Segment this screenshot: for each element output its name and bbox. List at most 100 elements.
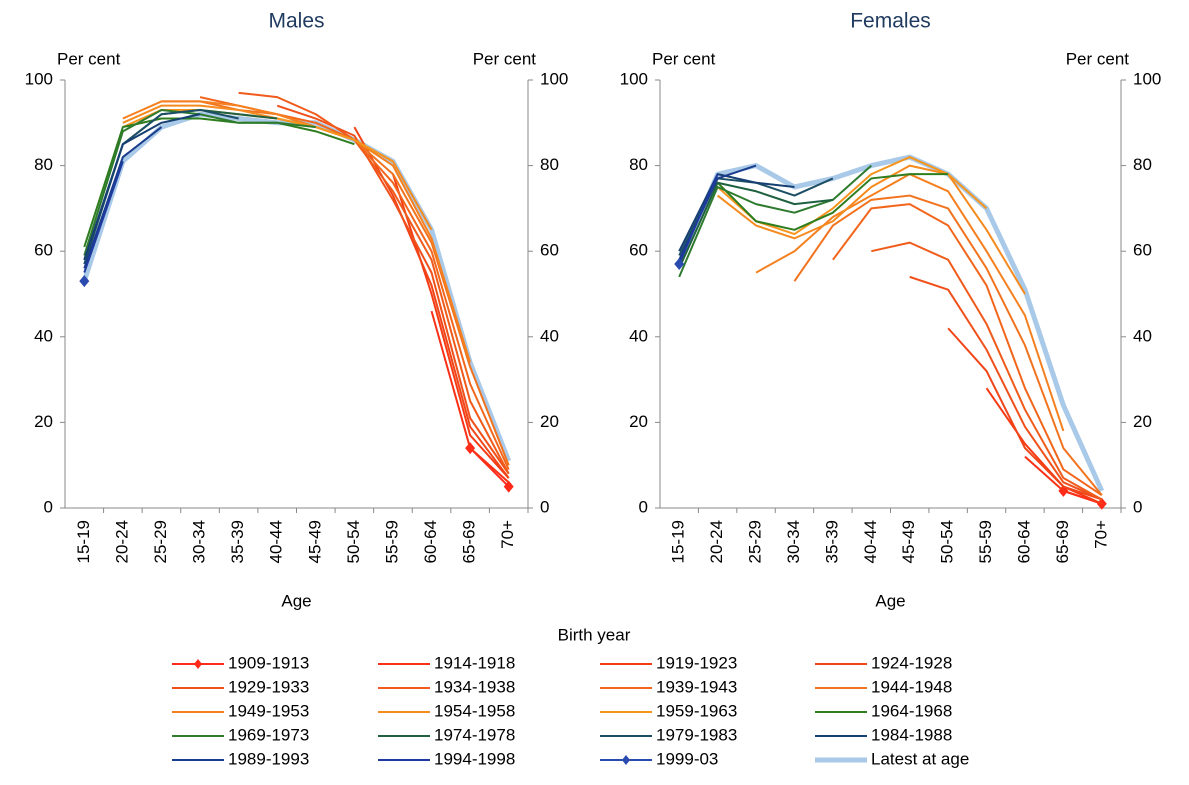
y-tick-label: 80 xyxy=(34,155,53,174)
legend-label: 1924-1928 xyxy=(871,653,952,672)
series-marker xyxy=(503,480,514,493)
x-tick-label: 25-29 xyxy=(151,520,170,563)
x-axis-label: Age xyxy=(875,591,905,610)
y2-tick-label: 100 xyxy=(540,69,568,88)
y-tick-label: 0 xyxy=(44,497,53,516)
legend-label: 1919-1923 xyxy=(656,653,737,672)
y-tick-label: 0 xyxy=(639,497,648,516)
legend-label: 1994-1998 xyxy=(434,749,515,768)
series-line xyxy=(161,100,510,466)
chart-title: Females xyxy=(850,10,931,33)
legend-label: Latest at age xyxy=(871,749,969,768)
y-tick-label: 40 xyxy=(34,326,53,345)
y-tick-label: 100 xyxy=(25,69,53,88)
series-marker xyxy=(674,258,685,271)
series-line xyxy=(238,91,510,475)
legend-label: 1944-1948 xyxy=(871,677,952,696)
x-axis-label: Age xyxy=(281,591,311,610)
y2-tick-label: 0 xyxy=(1133,497,1142,516)
y-axis-label: Per cent xyxy=(57,49,121,68)
x-tick-label: 50-54 xyxy=(938,520,957,563)
y-tick-label: 60 xyxy=(34,241,53,260)
x-tick-label: 65-69 xyxy=(1053,520,1072,563)
series-line xyxy=(678,181,833,269)
legend-label: 1984-1988 xyxy=(871,725,952,744)
series-line xyxy=(83,108,239,265)
x-tick-label: 40-44 xyxy=(861,520,880,563)
series-line xyxy=(832,203,1103,496)
y-axis-label: Per cent xyxy=(652,49,716,68)
legend-marker xyxy=(194,659,202,669)
legend-label: 1949-1953 xyxy=(228,701,309,720)
x-tick-label: 30-34 xyxy=(190,520,209,563)
series-line xyxy=(83,160,124,273)
series-line xyxy=(83,126,163,269)
y-tick-label: 40 xyxy=(629,326,648,345)
series-line xyxy=(83,117,355,248)
series-line xyxy=(678,173,795,252)
y-tick-label: 100 xyxy=(620,69,648,88)
series-line xyxy=(122,100,472,363)
legend-label: 1929-1933 xyxy=(228,677,309,696)
y2-tick-label: 40 xyxy=(1133,326,1152,345)
x-tick-label: 50-54 xyxy=(344,520,363,563)
y2-axis-label: Per cent xyxy=(1066,49,1130,68)
y2-axis-label: Per cent xyxy=(473,49,537,68)
series-line xyxy=(83,108,316,256)
legend-label: 1979-1983 xyxy=(656,725,737,744)
series-line xyxy=(909,275,1103,501)
series-line xyxy=(793,194,1103,496)
y2-tick-label: 20 xyxy=(540,412,559,431)
y-tick-label: 80 xyxy=(629,155,648,174)
y2-tick-label: 60 xyxy=(1133,241,1152,260)
y-tick-label: 20 xyxy=(629,412,648,431)
x-tick-label: 45-49 xyxy=(899,520,918,563)
x-tick-label: 30-34 xyxy=(784,520,803,563)
x-tick-label: 25-29 xyxy=(746,520,765,563)
series-marker xyxy=(79,275,90,288)
y2-tick-label: 0 xyxy=(540,497,549,516)
legend-marker xyxy=(622,755,630,765)
series-line xyxy=(353,126,510,479)
legend-label: 1939-1943 xyxy=(656,677,737,696)
legend-label: 1974-1978 xyxy=(434,725,515,744)
series-line xyxy=(678,173,719,265)
legend-label: 1989-1993 xyxy=(228,749,309,768)
series-line xyxy=(717,164,1026,295)
y2-tick-label: 20 xyxy=(1133,412,1152,431)
series-line xyxy=(392,173,510,479)
series-line xyxy=(985,387,1103,505)
series-line xyxy=(947,327,1103,501)
legend-label: 1999-03 xyxy=(656,749,718,768)
x-tick-label: 20-24 xyxy=(112,520,131,563)
legend-title: Birth year xyxy=(558,625,631,644)
legend-label: 1909-1913 xyxy=(228,653,309,672)
legend-label: 1954-1958 xyxy=(434,701,515,720)
x-tick-label: 70+ xyxy=(498,520,517,549)
x-tick-label: 35-39 xyxy=(822,520,841,563)
x-tick-label: 20-24 xyxy=(707,520,726,563)
series-line xyxy=(430,310,510,484)
series-line xyxy=(678,164,872,278)
x-tick-label: 60-64 xyxy=(421,520,440,563)
series-line xyxy=(83,113,201,261)
legend-label: 1959-1963 xyxy=(656,701,737,720)
y2-tick-label: 80 xyxy=(1133,155,1152,174)
x-tick-label: 65-69 xyxy=(460,520,479,563)
y-tick-label: 20 xyxy=(34,412,53,431)
legend-label: 1964-1968 xyxy=(871,701,952,720)
series-line xyxy=(716,173,949,231)
y2-tick-label: 60 xyxy=(540,241,559,260)
x-tick-label: 55-59 xyxy=(382,520,401,563)
chart-title: Males xyxy=(268,10,324,33)
x-tick-label: 35-39 xyxy=(228,520,247,563)
y2-tick-label: 100 xyxy=(1133,69,1161,88)
series-line xyxy=(199,96,510,470)
x-tick-label: 45-49 xyxy=(305,520,324,563)
legend-label: 1969-1973 xyxy=(228,725,309,744)
x-tick-label: 40-44 xyxy=(267,520,286,563)
y-tick-label: 60 xyxy=(629,241,648,260)
x-tick-label: 60-64 xyxy=(1014,520,1033,563)
y2-tick-label: 40 xyxy=(540,326,559,345)
